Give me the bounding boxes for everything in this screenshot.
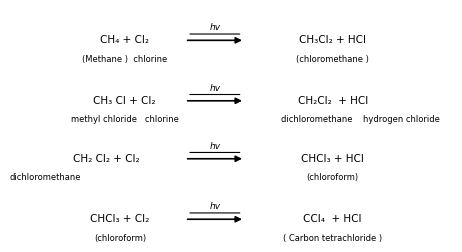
Text: dichloromethane    hydrogen chloride: dichloromethane hydrogen chloride [281,115,440,124]
Text: CH₂ Cl₂ + Cl₂: CH₂ Cl₂ + Cl₂ [73,154,140,164]
Text: methyl chloride   chlorine: methyl chloride chlorine [71,115,179,124]
Text: CHCl₃ + HCl: CHCl₃ + HCl [301,154,364,164]
Text: CH₂Cl₂  + HCl: CH₂Cl₂ + HCl [298,96,368,106]
Text: CCl₄  + HCl: CCl₄ + HCl [304,214,362,224]
Text: (Methane )  chlorine: (Methane ) chlorine [82,55,167,64]
Text: hv: hv [209,202,220,211]
Text: hv: hv [209,23,220,32]
Text: (chloroform): (chloroform) [307,173,359,182]
Text: CH₃Cl₂ + HCl: CH₃Cl₂ + HCl [299,35,366,45]
Text: ( Carbon tetrachloride ): ( Carbon tetrachloride ) [283,234,382,243]
Text: CHCl₃ + Cl₂: CHCl₃ + Cl₂ [91,214,150,224]
Text: dichloromethane: dichloromethane [9,173,81,182]
Text: (chloroform): (chloroform) [94,234,146,243]
Text: CH₄ + Cl₂: CH₄ + Cl₂ [100,35,149,45]
Text: hv: hv [209,84,220,93]
Text: (chloromethane ): (chloromethane ) [296,55,369,64]
Text: hv: hv [209,142,220,151]
Text: CH₃ Cl + Cl₂: CH₃ Cl + Cl₂ [93,96,156,106]
